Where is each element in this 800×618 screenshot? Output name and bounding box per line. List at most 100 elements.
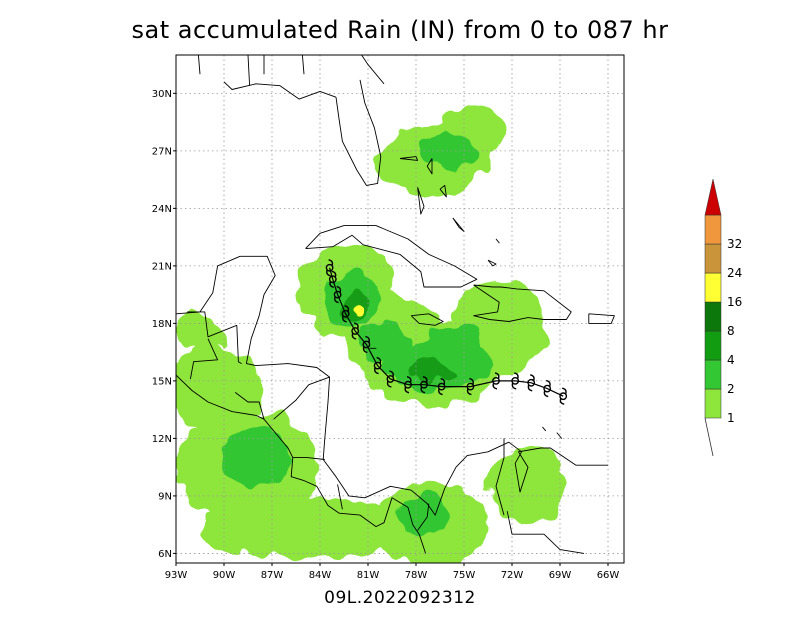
coastline	[247, 55, 251, 86]
colorbar-label: 16	[727, 295, 742, 309]
hurricane-symbol-arm	[342, 315, 347, 323]
hurricane-symbol-arm	[440, 377, 446, 385]
hurricane-symbol-arm	[494, 372, 500, 379]
colorbar-label: 24	[727, 266, 742, 280]
colorbar-segment	[704, 301, 722, 332]
hurricane-symbol-arm	[514, 372, 519, 379]
colorbar-segment	[704, 272, 722, 303]
coastline	[495, 438, 505, 516]
hurricane-symbol-arm	[511, 382, 517, 390]
x-axis-tick-label: 75W	[453, 570, 476, 581]
rain-area	[432, 323, 480, 362]
hurricane-symbol-arm	[530, 374, 535, 381]
coastline	[176, 255, 608, 516]
storm-id-label: 09L.2022092312	[324, 588, 476, 608]
coastline	[426, 158, 433, 175]
y-axis-tick-label: 18N	[152, 319, 172, 330]
hurricane-symbol-arm	[546, 379, 551, 387]
coastline	[236, 325, 242, 364]
hurricane-symbol-ring	[437, 382, 446, 391]
x-axis-tick-label: 87W	[261, 570, 284, 581]
axis-labels: 93W 90W 87W 84W 81W 78W 75W 72W 69W 66W 6N 9N 12N 15N…	[152, 89, 620, 581]
grid-lines	[176, 55, 624, 563]
coastline	[273, 376, 330, 420]
coastline	[223, 81, 337, 100]
hurricane-symbol-arm	[331, 270, 337, 278]
y-axis-tick-label: 9N	[158, 491, 172, 502]
rain-area	[200, 497, 408, 560]
hurricane-symbol-icon	[351, 322, 360, 340]
hurricane-symbol-arm	[559, 398, 565, 405]
x-axis-tick-label: 84W	[309, 570, 332, 581]
coastline	[176, 374, 427, 554]
coastline	[292, 457, 325, 460]
hurricane-symbol-icon	[466, 377, 475, 396]
hurricane-symbol-arm	[328, 259, 334, 266]
hurricane-symbol-icon	[325, 259, 334, 277]
colorbar-top-arrow	[704, 178, 722, 216]
hurricane-symbol-arm	[562, 387, 567, 395]
colorbar-segment	[704, 243, 722, 274]
y-axis-tick-label: 24N	[152, 204, 172, 215]
coastline	[189, 338, 219, 380]
hurricane-symbol-arm	[365, 335, 370, 343]
coastline	[361, 55, 385, 85]
hurricane-symbol-icon	[511, 372, 520, 390]
coastline	[335, 79, 382, 186]
colorbar-label: 2	[727, 382, 735, 396]
hurricane-symbol-arm	[374, 367, 379, 375]
coastline	[556, 432, 563, 439]
hurricane-symbol-icon	[386, 370, 395, 388]
hurricane-symbol-arm	[469, 377, 474, 385]
hurricane-symbol-icon	[373, 356, 382, 375]
hurricane-symbol-icon	[437, 377, 446, 396]
hurricane-symbol-arm	[389, 370, 394, 378]
y-axis-tick-label: 15N	[152, 376, 172, 387]
hurricane-symbol-ring	[420, 380, 428, 389]
coastline	[197, 55, 201, 75]
hurricane-symbol-icon	[492, 372, 500, 390]
coastline	[410, 313, 444, 326]
rain-area	[488, 447, 568, 525]
colorbar-segment	[704, 214, 722, 245]
x-axis-tick-label: 78W	[405, 570, 428, 581]
hurricane-symbol-icon	[420, 376, 428, 394]
hurricane-symbol-arm	[362, 346, 368, 354]
hurricane-symbol-icon	[328, 270, 337, 288]
hurricane-symbol-icon	[404, 376, 412, 394]
hurricane-symbol-ring	[333, 290, 342, 299]
y-axis-tick-label: 12N	[152, 434, 172, 445]
hurricane-symbol-ring	[404, 380, 412, 389]
coastline	[417, 187, 425, 215]
hurricane-symbol-arm	[406, 376, 412, 383]
colorbar-label: 4	[727, 353, 735, 367]
hurricane-symbol-ring	[373, 361, 382, 370]
hurricane-symbol-arm	[420, 386, 426, 394]
hurricane-symbol-arm	[492, 382, 498, 390]
hurricane-symbol-ring	[511, 376, 520, 385]
coastline	[506, 511, 585, 554]
hurricane-symbol-arm	[438, 388, 443, 396]
hurricane-symbol-ring	[543, 384, 552, 393]
hurricane-symbol-ring	[325, 263, 334, 272]
hurricane-symbol-arm	[336, 285, 342, 293]
colorbar-segment	[704, 388, 722, 419]
coastline	[305, 225, 478, 288]
colorbar-segment	[704, 330, 722, 361]
hurricane-symbol-arm	[351, 332, 357, 340]
y-axis-tick-label: 30N	[152, 89, 172, 100]
hurricane-symbol-ring	[328, 275, 337, 284]
coastline	[337, 484, 343, 510]
coastline	[452, 217, 465, 232]
map-frame	[175, 54, 625, 564]
hurricane-symbol-icon	[527, 374, 536, 392]
colorbar-label: 8	[727, 324, 735, 338]
hurricane-symbol-arm	[527, 384, 533, 392]
y-axis-tick-label: 27N	[152, 146, 172, 157]
coastline	[417, 503, 430, 531]
y-axis-tick-label: 21N	[152, 261, 172, 272]
hurricane-symbol-ring	[341, 309, 350, 318]
rain-area	[354, 303, 363, 317]
